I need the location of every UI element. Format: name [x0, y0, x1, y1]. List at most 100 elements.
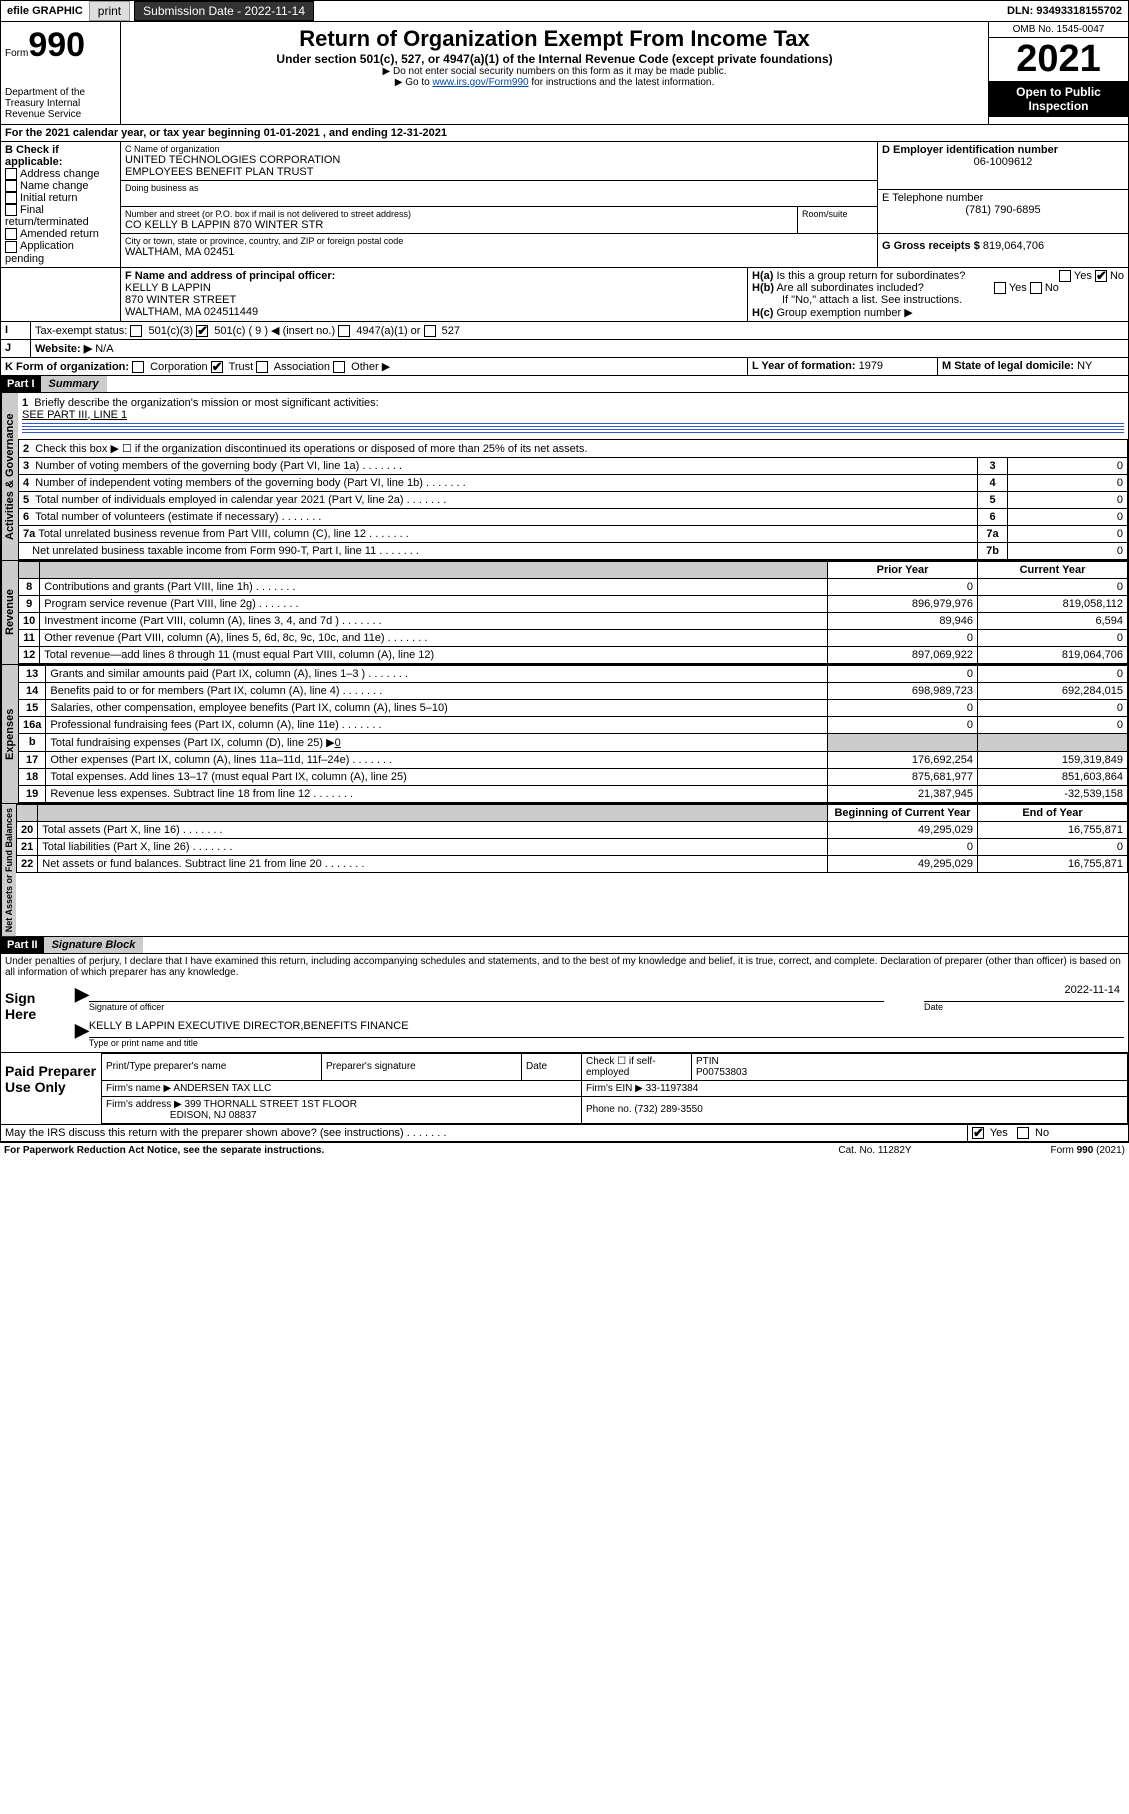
part2-bar: Part II: [1, 937, 44, 953]
irs-link[interactable]: www.irs.gov/Form990: [432, 77, 528, 88]
chk-amended-return[interactable]: Amended return: [5, 228, 116, 240]
firm-ein: 33-1197384: [646, 1083, 699, 1094]
form-id-cell: Form990 Department of the Treasury Inter…: [1, 22, 121, 124]
ha-text: Is this a group return for subordinates?: [776, 270, 965, 282]
l3-val: 0: [1008, 457, 1128, 474]
chk-501c[interactable]: [196, 325, 208, 337]
chk-application-pending[interactable]: Application pending: [5, 240, 116, 264]
chk-501c3[interactable]: [130, 325, 142, 337]
footer: For Paperwork Reduction Act Notice, see …: [0, 1142, 1129, 1158]
firm-addr2: EDISON, NJ 08837: [170, 1110, 257, 1121]
room-label: Room/suite: [802, 209, 873, 219]
ha-row: H(a) Is this a group return for subordin…: [752, 270, 1124, 282]
pp-c4: Check ☐ if self-employed: [582, 1053, 692, 1080]
discuss-yes[interactable]: [972, 1127, 984, 1139]
r13-prior: 0: [828, 665, 978, 682]
r14-lbl: Benefits paid to or for members (Part IX…: [50, 685, 382, 697]
line2: Check this box ▶ ☐ if the organization d…: [35, 443, 587, 455]
i-label: Tax-exempt status:: [35, 325, 127, 337]
r13-lbl: Grants and similar amounts paid (Part IX…: [50, 668, 408, 680]
ha-lbl: H(a): [752, 270, 773, 282]
date-label: Date: [924, 1002, 1124, 1012]
paid-preparer-label: Paid Preparer Use Only: [1, 1053, 101, 1124]
r9-num: 9: [19, 595, 40, 612]
firm-name: ANDERSEN TAX LLC: [173, 1083, 271, 1094]
gross-receipts: 819,064,706: [983, 240, 1044, 252]
chk-address-change[interactable]: Address change: [5, 168, 116, 180]
r11-prior: 0: [828, 629, 978, 646]
part1-title: Summary: [41, 376, 107, 392]
r20-num: 20: [17, 821, 38, 838]
print-button[interactable]: print: [89, 1, 130, 21]
r22-num: 22: [17, 855, 38, 872]
line6: Total number of volunteers (estimate if …: [35, 511, 321, 523]
chk-other[interactable]: [333, 361, 345, 373]
r17-curr: 159,319,849: [978, 751, 1128, 768]
hb-no[interactable]: [1030, 282, 1042, 294]
r12-num: 12: [19, 646, 40, 663]
h-ifno: If "No," attach a list. See instructions…: [752, 294, 1124, 306]
part1-header: Part I Summary: [0, 376, 1129, 393]
revenue-section: Revenue Prior YearCurrent Year 8Contribu…: [0, 561, 1129, 665]
sig-officer-label: Signature of officer: [89, 1002, 884, 1012]
r12-prior: 897,069,922: [828, 646, 978, 663]
footer-mid: Cat. No. 11282Y: [775, 1145, 975, 1156]
part2-header: Part II Signature Block: [0, 937, 1129, 954]
arrow-icon-2: ▶: [75, 1020, 89, 1048]
city-label: City or town, state or province, country…: [125, 236, 873, 246]
form-title: Return of Organization Exempt From Incom…: [125, 26, 984, 52]
vtab-expenses: Expenses: [1, 665, 18, 803]
activities-governance: Activities & Governance 1 Briefly descri…: [0, 393, 1129, 561]
col-prior: Prior Year: [828, 561, 978, 578]
part2-title: Signature Block: [44, 937, 144, 953]
r16a-prior: 0: [828, 716, 978, 733]
vtab-netassets: Net Assets or Fund Balances: [1, 804, 16, 936]
chk-trust[interactable]: [211, 361, 223, 373]
topbar: efile GRAPHIC print Submission Date - 20…: [0, 0, 1129, 22]
hc-row: H(c) Group exemption number ▶: [752, 306, 1124, 319]
hb-lbl: H(b): [752, 282, 774, 294]
sign-here-block: Sign Here ▶ Signature of officer 2022-11…: [0, 980, 1129, 1053]
discuss-no[interactable]: [1017, 1127, 1029, 1139]
link-post: for instructions and the latest informat…: [529, 77, 715, 88]
chk-corp[interactable]: [132, 361, 144, 373]
chk-name-change[interactable]: Name change: [5, 180, 116, 192]
org-city: WALTHAM, MA 02451: [125, 246, 873, 258]
l2-num: 2: [23, 443, 29, 455]
expenses-section: Expenses 13 Grants and similar amounts pa…: [0, 665, 1129, 804]
hb-yes[interactable]: [994, 282, 1006, 294]
dept-treasury: Department of the Treasury Internal Reve…: [5, 87, 116, 120]
r14-curr: 692,284,015: [978, 682, 1128, 699]
chk-final-return[interactable]: Final return/terminated: [5, 204, 116, 228]
paid-preparer-table: Print/Type preparer's name Preparer's si…: [101, 1053, 1128, 1124]
r9-prior: 896,979,976: [828, 595, 978, 612]
r17-lbl: Other expenses (Part IX, column (A), lin…: [50, 754, 392, 766]
chk-527[interactable]: [424, 325, 436, 337]
signature-line[interactable]: [89, 984, 884, 1002]
chk-4947[interactable]: [338, 325, 350, 337]
footer-left: For Paperwork Reduction Act Notice, see …: [4, 1145, 775, 1156]
vtab-revenue: Revenue: [1, 561, 18, 664]
form-subtitle: Under section 501(c), 527, or 4947(a)(1)…: [125, 52, 984, 66]
section-c: C Name of organization UNITED TECHNOLOGI…: [121, 142, 878, 267]
chk-initial-return[interactable]: Initial return: [5, 192, 116, 204]
r18-num: 18: [19, 768, 46, 785]
r15-prior: 0: [828, 699, 978, 716]
ptin-label: PTIN: [696, 1056, 719, 1067]
form-word: Form: [5, 48, 28, 59]
pp-c1: Print/Type preparer's name: [102, 1053, 322, 1080]
r21-lbl: Total liabilities (Part X, line 26): [42, 841, 232, 853]
ha-no[interactable]: [1095, 270, 1107, 282]
section-klm: K Form of organization: Corporation Trus…: [0, 358, 1129, 376]
form-header: Form990 Department of the Treasury Inter…: [0, 22, 1129, 125]
r13-num: 13: [19, 665, 46, 682]
dba-label: Doing business as: [125, 183, 873, 193]
r19-lbl: Revenue less expenses. Subtract line 18 …: [50, 788, 353, 800]
col-end: End of Year: [978, 804, 1128, 821]
ha-yes[interactable]: [1059, 270, 1071, 282]
line1-num: 1: [22, 397, 28, 409]
link-pre: ▶ Go to: [395, 77, 433, 88]
l7b-val: 0: [1008, 542, 1128, 559]
org-name-2: EMPLOYEES BENEFIT PLAN TRUST: [125, 166, 873, 178]
chk-assoc[interactable]: [256, 361, 268, 373]
